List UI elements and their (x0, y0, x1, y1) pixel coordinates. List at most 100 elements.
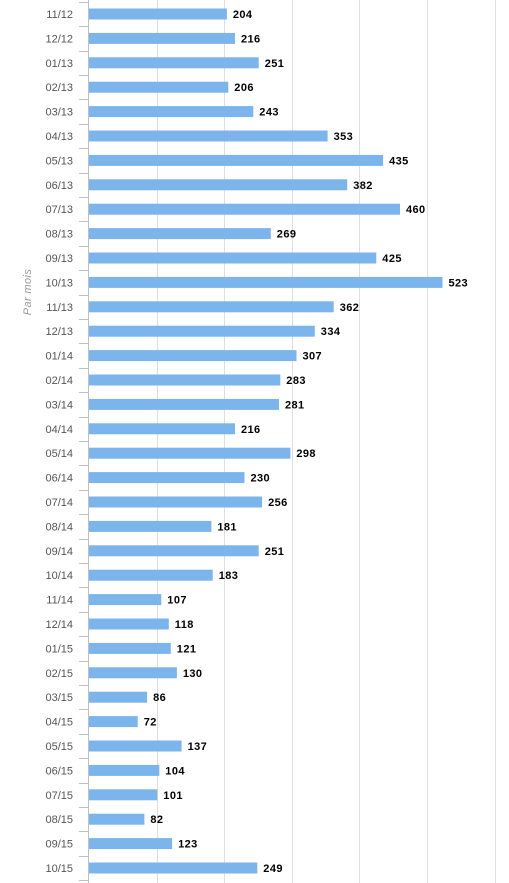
category-label: 02/13 (45, 82, 73, 94)
category-label: 01/14 (45, 351, 73, 363)
category-label: 09/14 (45, 546, 73, 558)
bar (89, 740, 182, 752)
bar (89, 252, 377, 264)
data-label: 123 (178, 839, 198, 851)
data-label: 269 (277, 229, 297, 241)
bar (89, 57, 259, 69)
bar (89, 130, 328, 142)
category-label: 11/13 (46, 302, 73, 314)
data-label: 251 (265, 58, 285, 70)
bar (89, 81, 229, 93)
category-label: 08/13 (45, 229, 73, 241)
category-label: 12/13 (45, 326, 73, 338)
bar (89, 276, 443, 288)
data-label: 256 (268, 497, 288, 509)
category-label: 05/14 (45, 448, 73, 460)
data-label: 251 (265, 546, 285, 558)
bar (89, 569, 213, 581)
data-label: 206 (234, 82, 254, 94)
data-label: 118 (175, 619, 194, 631)
category-label: 04/14 (45, 424, 73, 436)
bar (89, 179, 348, 191)
category-label: 03/13 (45, 107, 73, 119)
data-label: 382 (353, 180, 373, 192)
bar (89, 838, 173, 850)
bars (89, 8, 443, 874)
category-label: 08/14 (45, 521, 73, 533)
data-label: 181 (217, 521, 237, 533)
data-label: 183 (219, 570, 239, 582)
data-label: 298 (296, 448, 316, 460)
bar (89, 325, 315, 337)
category-label: 06/14 (45, 473, 73, 485)
data-label: 281 (285, 399, 305, 411)
category-label: 01/13 (45, 58, 73, 70)
data-label: 523 (449, 277, 469, 289)
category-label: 06/13 (45, 180, 73, 192)
bar (89, 374, 281, 386)
category-label: 02/15 (45, 668, 73, 680)
bar (89, 691, 148, 703)
data-label: 425 (382, 253, 402, 265)
category-axis (79, 0, 89, 883)
category-label: 09/13 (45, 253, 73, 265)
data-label: 353 (334, 131, 354, 143)
data-label: 362 (340, 302, 360, 314)
bar (89, 154, 384, 166)
category-label: 12/12 (45, 33, 73, 45)
gridlines (157, 0, 496, 883)
data-label: 435 (389, 155, 409, 167)
data-label: 72 (144, 717, 157, 729)
bar (89, 813, 145, 825)
category-label: 07/14 (45, 497, 73, 509)
category-label: 10/15 (45, 863, 73, 875)
category-label: 05/13 (45, 155, 73, 167)
bar (89, 228, 271, 240)
category-label: 02/14 (45, 375, 73, 387)
data-label: 82 (150, 814, 163, 826)
category-label: 07/13 (45, 204, 73, 216)
bar (89, 667, 177, 679)
data-label: 230 (251, 473, 271, 485)
bar (89, 8, 227, 20)
bar (89, 618, 169, 630)
data-label: 101 (163, 790, 183, 802)
category-label: 06/15 (45, 765, 73, 777)
bar (89, 423, 235, 435)
bar (89, 862, 258, 874)
bar (89, 764, 160, 776)
category-label: 03/15 (45, 692, 73, 704)
bar (89, 301, 334, 313)
bar (89, 350, 297, 362)
data-label: 137 (188, 741, 208, 753)
category-label: 03/14 (45, 399, 73, 411)
data-label: 243 (259, 107, 279, 119)
category-label: 12/14 (45, 619, 73, 631)
bar (89, 398, 279, 410)
category-label: 01/15 (45, 643, 73, 655)
bar (89, 716, 138, 728)
category-label: 04/15 (45, 717, 73, 729)
data-label: 334 (321, 326, 341, 338)
data-label: 104 (165, 765, 185, 777)
category-label: 05/15 (45, 741, 73, 753)
data-label: 121 (177, 643, 197, 655)
bar (89, 32, 235, 44)
bar (89, 642, 171, 654)
category-label: 07/15 (45, 790, 73, 802)
bar (89, 545, 259, 557)
bar (89, 594, 162, 606)
category-label: 08/15 (45, 814, 73, 826)
bar (89, 203, 400, 215)
bar (89, 447, 291, 459)
bar (89, 472, 245, 484)
bar (89, 520, 212, 532)
data-label: 283 (286, 375, 306, 387)
data-label: 86 (153, 692, 166, 704)
bar (89, 789, 158, 801)
category-label: 10/14 (45, 570, 73, 582)
category-label: 04/13 (45, 131, 73, 143)
labels: 11/12 204 12/12 216 01/13 251 02/13 206 03/13 243… (45, 9, 469, 875)
category-label: 11/14 (46, 595, 73, 607)
